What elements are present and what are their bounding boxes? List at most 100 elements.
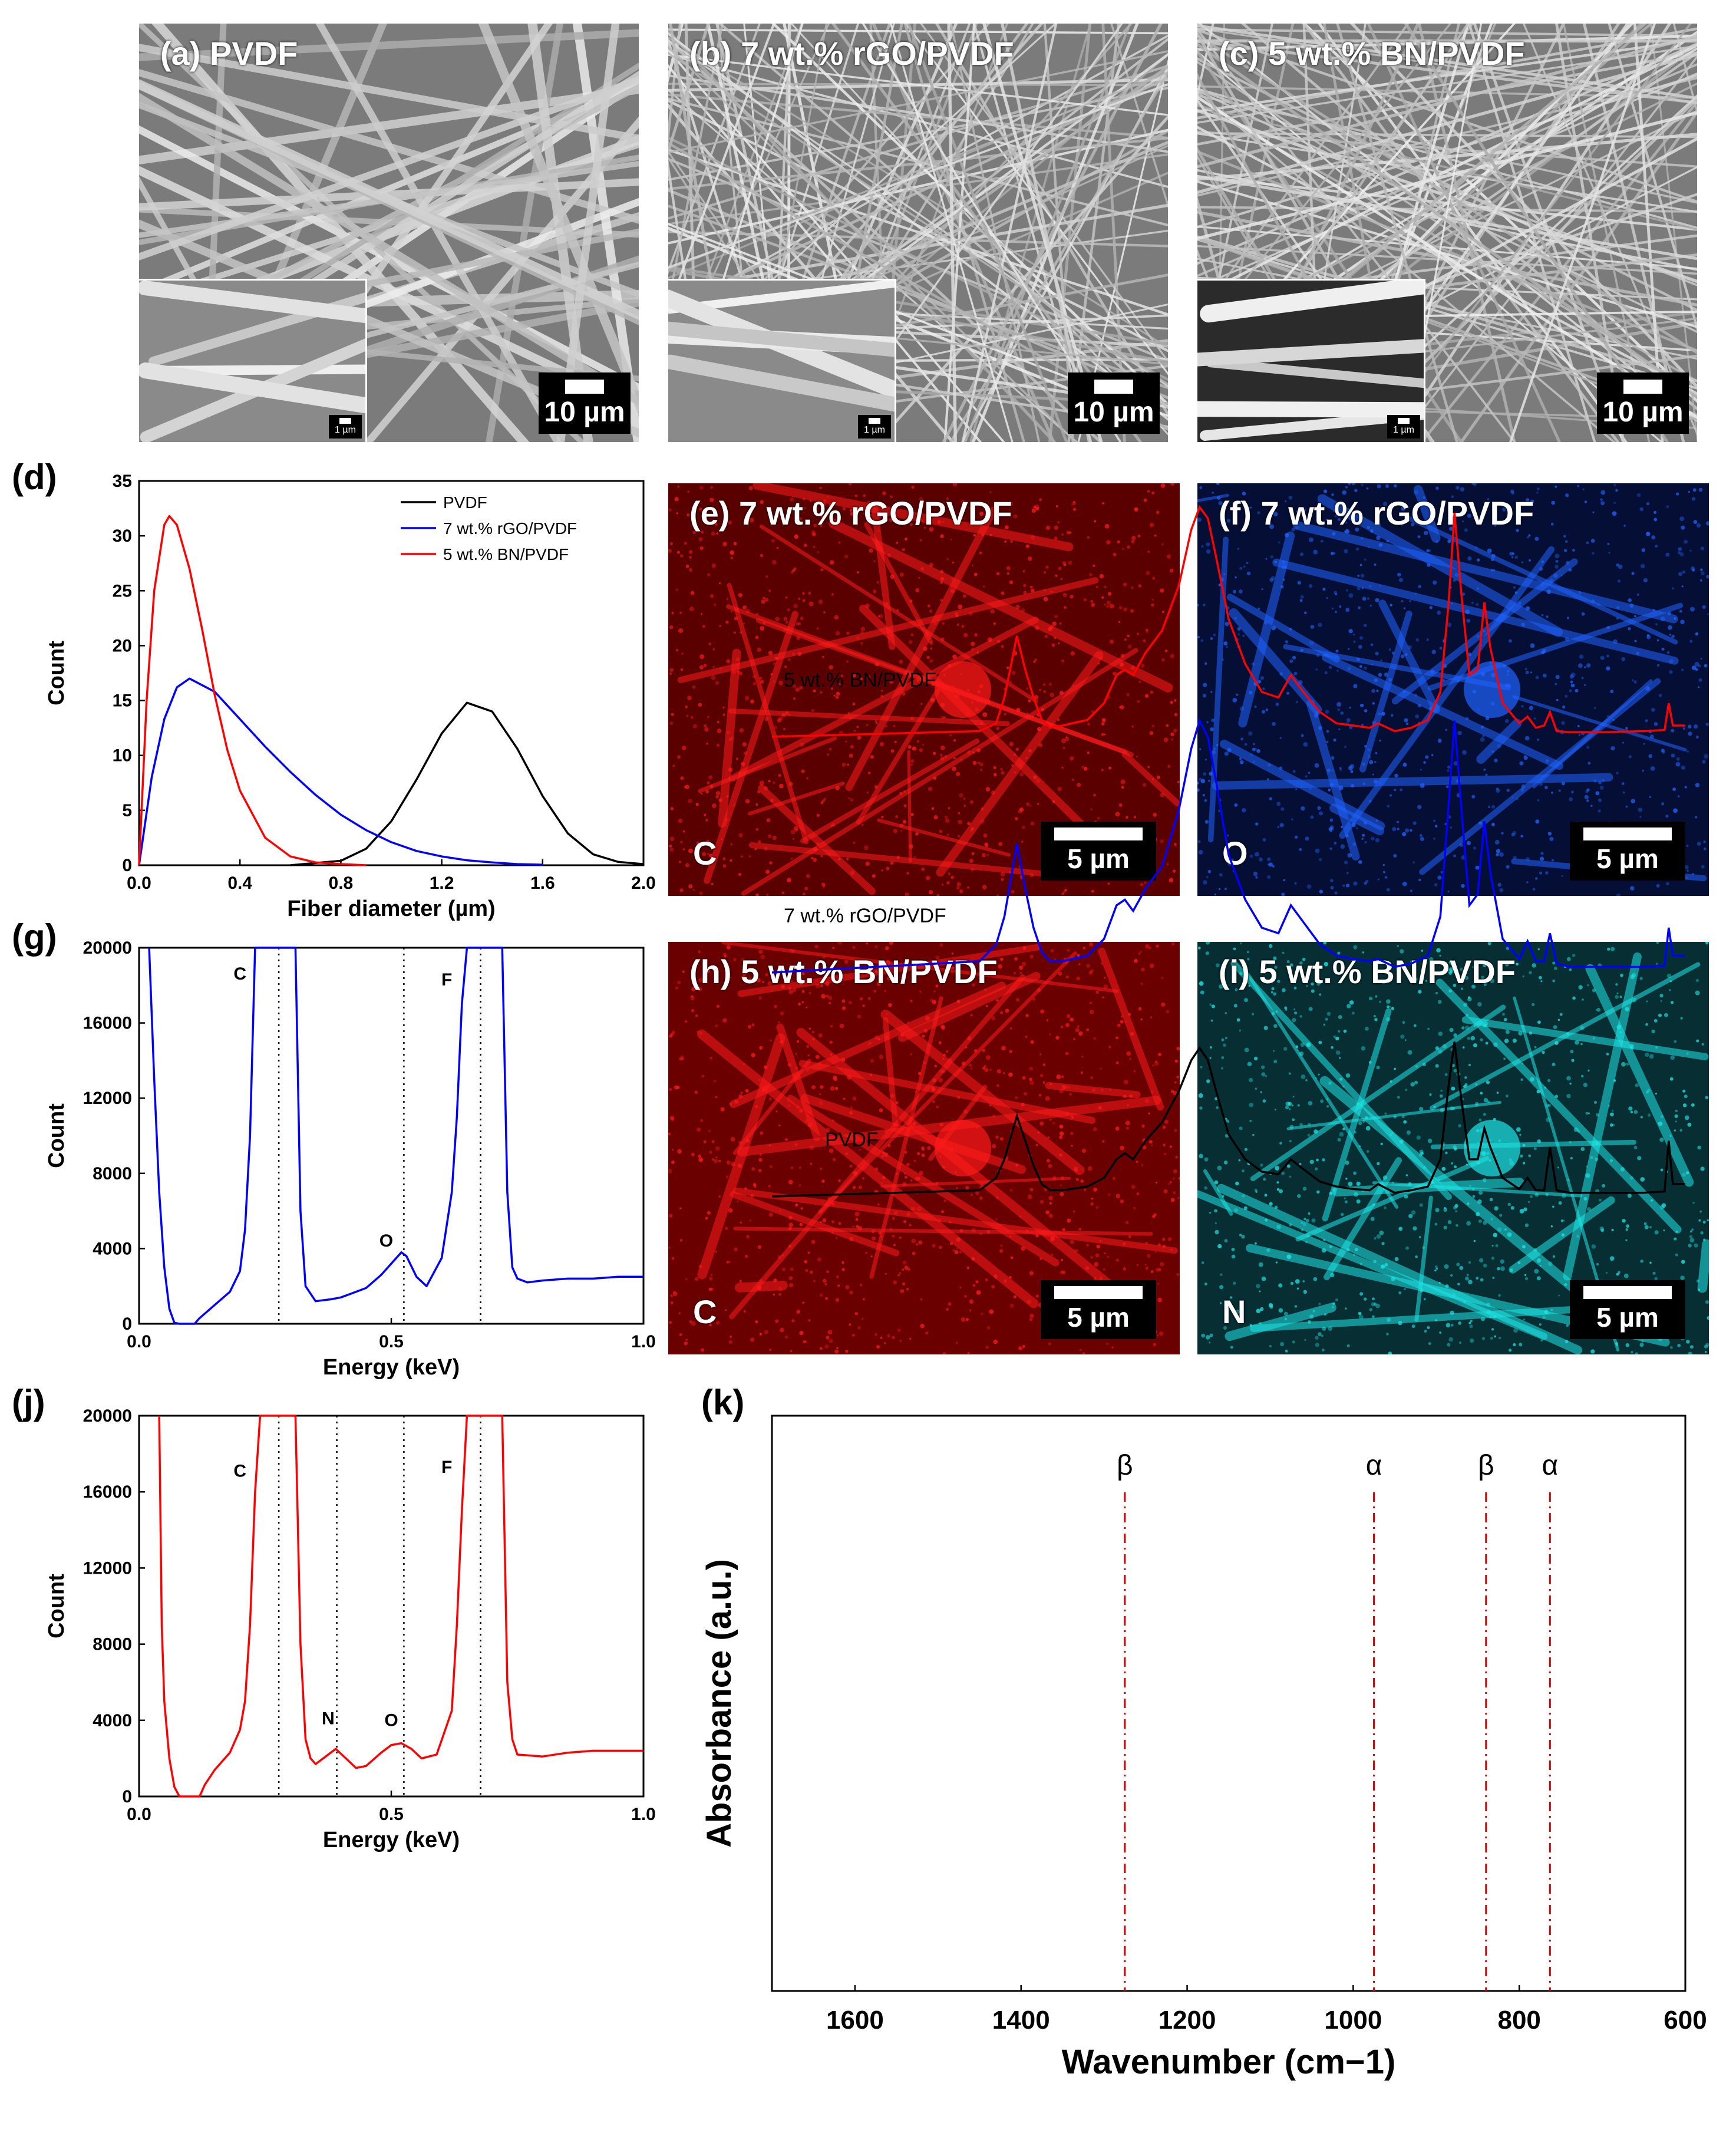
map-speckle [1062,561,1066,565]
map-speckle [1242,807,1246,813]
map-speckle [1376,690,1379,693]
map-speckle [1214,894,1216,896]
map-speckle [1687,750,1689,753]
map-speckle [670,1294,673,1297]
map-speckle [764,598,769,602]
map-speckle [1157,1297,1163,1303]
map-speckle [877,1204,880,1206]
map-speckle [1496,853,1499,856]
map-speckle [1592,511,1595,513]
map-speckle [1384,876,1388,879]
map-speckle [705,958,708,962]
map-speckle [1467,556,1472,561]
map-speckle [1108,1046,1111,1049]
map-speckle [1175,1156,1178,1159]
map-speckle [711,1274,713,1276]
map-speckle [939,753,943,757]
map-speckle [1021,840,1024,843]
map-speckle [1072,507,1077,511]
map-speckle [1232,589,1236,594]
map-speckle [846,858,849,861]
map-speckle [1410,889,1412,892]
map-speckle [776,546,779,549]
map-speckle [1138,584,1141,588]
map-speckle [1101,718,1106,723]
map-speckle [1203,772,1207,776]
fiber [950,24,1041,442]
map-speckle [1506,865,1510,869]
map-speckle [669,625,674,629]
map-speckle [1009,741,1014,747]
map-speckle [801,990,805,993]
map-speckle [899,1236,902,1239]
map-speckle [881,869,883,872]
map-speckle [1460,487,1465,492]
map-speckle [754,1185,757,1188]
map-speckle [1210,691,1213,693]
map-speckle [1131,586,1134,589]
map-speckle [1704,664,1708,668]
map-speckle [1317,806,1321,810]
map-speckle [919,539,922,542]
map-speckle [830,1024,833,1028]
map-speckle [821,799,825,803]
map-speckle [856,571,859,573]
map-speckle [714,521,718,525]
map-speckle [1336,670,1339,672]
map-speckle [1491,805,1496,809]
map-fiber [936,651,1104,877]
y-tick-label: 0 [122,1787,132,1806]
map-speckle [1551,792,1553,794]
map-speckle [1695,783,1700,787]
map-speckle [1204,759,1207,761]
map-speckle [711,563,717,568]
map-speckle [1178,1177,1180,1180]
map-speckle [1010,1256,1014,1260]
map-speckle [1377,878,1380,881]
map-speckle [811,1031,814,1034]
map-speckle [929,659,933,663]
map-speckle [932,1000,937,1004]
map-speckle [852,1225,854,1228]
map-speckle [1571,790,1574,794]
map-speckle [1331,493,1334,496]
map-speckle [1494,759,1498,763]
map-speckle [681,1057,684,1060]
map-speckle [1296,510,1299,513]
map-speckle [1355,527,1359,532]
map-speckle [1308,772,1311,774]
map-speckle [1089,573,1093,577]
map-speckle [685,1339,688,1341]
map-speckle [1240,737,1244,741]
map-fiber [753,483,1074,552]
map-speckle [1206,721,1209,724]
map-speckle [676,649,679,652]
map-speckle [679,1057,682,1061]
map-speckle [1621,657,1626,661]
map-speckle [707,852,709,855]
map-speckle [1390,794,1392,797]
map-speckle [834,1086,839,1090]
map-speckle [1166,863,1169,866]
map-speckle [1335,593,1338,596]
map-speckle [1340,844,1345,849]
map-speckle [1533,717,1536,720]
map-speckle [774,726,778,730]
map-speckle [722,706,725,709]
map-speckle [819,599,823,604]
map-speckle [1705,723,1709,726]
map-speckle [1093,793,1097,797]
map-speckle [1628,598,1632,602]
map-speckle [1371,836,1375,841]
fiber [486,24,564,442]
map-speckle [1666,651,1670,654]
map-speckle [669,1115,675,1120]
map-speckle [1094,1262,1099,1267]
map-speckle [1117,1023,1121,1027]
fiber [1349,24,1697,389]
map-speckle [1143,498,1147,502]
map-speckle [884,946,889,951]
fiber [1197,34,1697,51]
map-speckle [699,891,703,895]
x-tick-label: 0.0 [127,1805,151,1824]
